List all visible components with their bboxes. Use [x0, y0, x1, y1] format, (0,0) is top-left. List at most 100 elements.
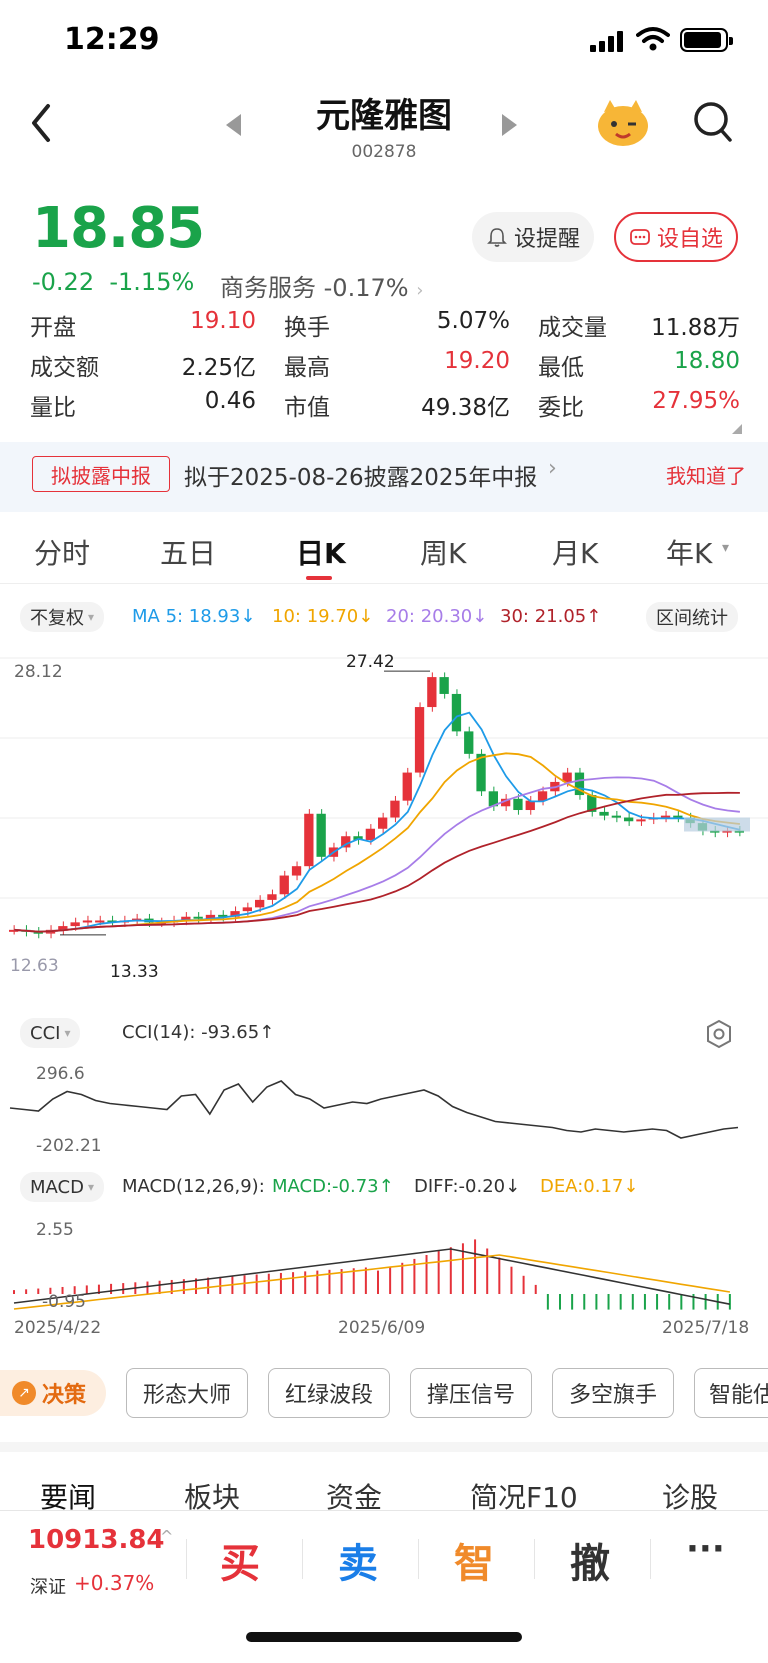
decision-icon: ↗: [12, 1381, 36, 1405]
stat-label: 委比: [538, 395, 584, 421]
more-button[interactable]: ···: [686, 1529, 725, 1569]
candle: [501, 798, 511, 807]
macd-value: MACD:-0.73↑: [272, 1176, 394, 1197]
stat-value: 18.80: [674, 348, 740, 374]
settings-icon[interactable]: [704, 1018, 734, 1050]
smart-valuation-label: 智能估: [709, 1383, 768, 1408]
candle: [513, 798, 523, 811]
kline-chart[interactable]: [0, 640, 768, 985]
watchlist-icon: [630, 229, 650, 245]
candle: [255, 899, 265, 908]
tab-diagnosis[interactable]: 诊股: [662, 1481, 719, 1514]
red-green-band-button[interactable]: 红绿波段: [268, 1368, 390, 1418]
candle: [414, 707, 425, 773]
cci-top-label: 296.6: [36, 1064, 85, 1084]
candle: [279, 875, 289, 895]
expand-corner-icon[interactable]: [732, 424, 742, 434]
buy-button[interactable]: 买: [220, 1541, 260, 1587]
bull-bear-button[interactable]: 多空旗手: [552, 1368, 674, 1418]
divider: [534, 1539, 535, 1579]
chevron-right-icon: ›: [548, 456, 557, 481]
set-alert-label: 设提醒: [513, 227, 580, 252]
change-value: -0.22: [32, 268, 95, 296]
macd-select[interactable]: MACD ▾: [20, 1172, 104, 1202]
battery-icon: [680, 28, 733, 52]
candle: [378, 817, 388, 829]
tab-weekly-k[interactable]: 周K: [420, 537, 467, 570]
candle: [722, 830, 732, 833]
index-value[interactable]: 10913.84: [28, 1525, 165, 1555]
ma10-line: [14, 752, 741, 933]
tab-5day[interactable]: 五日: [160, 537, 217, 570]
section-divider: [0, 1442, 768, 1452]
tab-sector[interactable]: 板块: [184, 1481, 241, 1514]
support-signal-button[interactable]: 撑压信号: [410, 1368, 532, 1418]
stat-value: 5.07%: [436, 308, 510, 334]
disclosure-text: 拟于2025-08-26披露2025年中报: [184, 465, 538, 491]
mascot-icon[interactable]: [594, 96, 652, 148]
ma5-label: MA 5: 18.93↓: [132, 606, 256, 627]
tab-daily-k[interactable]: 日K: [296, 537, 346, 570]
dismiss-button[interactable]: 我知道了: [666, 464, 746, 488]
range-stats-button[interactable]: 区间统计: [646, 602, 738, 632]
set-alert-button[interactable]: 设提醒: [472, 212, 594, 262]
tab-news[interactable]: 要闻: [40, 1481, 97, 1514]
candle: [587, 795, 597, 812]
candle: [267, 894, 277, 900]
prev-stock-icon[interactable]: [226, 114, 241, 136]
smart-button[interactable]: 智: [454, 1541, 494, 1587]
tab-yearly-k[interactable]: 年K: [666, 537, 713, 570]
decision-button[interactable]: ↗ 决策: [0, 1370, 106, 1416]
news-tabs: 要闻 板块 资金 简况F10 诊股: [0, 1476, 768, 1516]
candle: [107, 920, 117, 923]
chevron-down-icon: ▾: [88, 610, 95, 624]
candle: [660, 815, 671, 818]
cci-select[interactable]: CCI ▾: [20, 1018, 81, 1048]
candle: [476, 753, 486, 792]
next-stock-icon[interactable]: [502, 114, 517, 136]
divider: [302, 1539, 303, 1579]
candle: [562, 772, 572, 782]
candle: [95, 920, 105, 923]
diff-value: DIFF:-0.20↓: [414, 1176, 521, 1197]
chevron-right-icon: ›: [416, 280, 424, 301]
sector-link[interactable]: 商务服务 -0.17% ›: [220, 268, 423, 303]
stat-label: 最高: [284, 355, 330, 381]
smart-valuation-button[interactable]: 智能估: [694, 1368, 768, 1418]
cancel-order-button[interactable]: 撤: [570, 1541, 610, 1587]
tab-f10[interactable]: 简况F10: [470, 1481, 578, 1514]
candle: [218, 914, 228, 917]
candle: [70, 922, 80, 927]
stock-title: 元隆雅图: [316, 96, 452, 136]
candle: [341, 836, 351, 848]
kline-top-label: 28.12: [14, 662, 63, 682]
tab-indicator: [306, 576, 332, 580]
candle: [291, 866, 302, 876]
candle: [181, 916, 191, 921]
candle: [427, 677, 437, 708]
add-watchlist-button[interactable]: 设自选: [614, 212, 738, 262]
disclosure-banner[interactable]: 拟披露中报 拟于2025-08-26披露2025年中报 › 我知道了: [0, 442, 768, 512]
cci-value: CCI(14): -93.65↑: [122, 1022, 275, 1043]
adjust-select[interactable]: 不复权 ▾: [20, 602, 105, 632]
stats-row: 开盘 19.10 换手 5.07% 成交量 11.88万: [30, 308, 740, 348]
back-icon[interactable]: [28, 102, 54, 144]
stat-value: 19.20: [444, 348, 510, 374]
stat-label: 市值: [284, 395, 330, 421]
sector-name: 商务服务: [220, 274, 316, 302]
tab-funds[interactable]: 资金: [326, 1481, 383, 1514]
pattern-master-button[interactable]: 形态大师: [126, 1368, 248, 1418]
add-watchlist-label: 设自选: [656, 227, 723, 252]
candle: [574, 772, 585, 796]
tab-monthly-k[interactable]: 月K: [552, 537, 599, 570]
candle: [624, 817, 634, 822]
stat-value: 2.25亿: [181, 355, 256, 381]
candle: [230, 911, 240, 917]
macd-chip-label: MACD: [30, 1176, 84, 1198]
sell-button[interactable]: 卖: [338, 1541, 378, 1587]
chevron-down-icon[interactable]: ▾: [722, 540, 730, 556]
search-icon[interactable]: [692, 100, 734, 144]
macd-chart: [13, 1239, 731, 1310]
tab-intraday[interactable]: 分时: [34, 537, 91, 570]
candle: [734, 830, 744, 833]
